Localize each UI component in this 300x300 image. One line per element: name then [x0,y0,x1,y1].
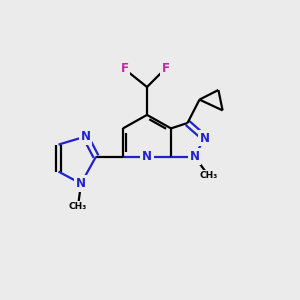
Text: N: N [80,130,91,143]
Text: CH₃: CH₃ [69,202,87,211]
Text: F: F [121,62,128,76]
Text: F: F [162,61,170,75]
Text: N: N [142,150,152,163]
Text: N: N [189,150,200,163]
Text: N: N [76,177,86,190]
Text: CH₃: CH₃ [200,171,217,180]
Text: N: N [200,131,210,145]
